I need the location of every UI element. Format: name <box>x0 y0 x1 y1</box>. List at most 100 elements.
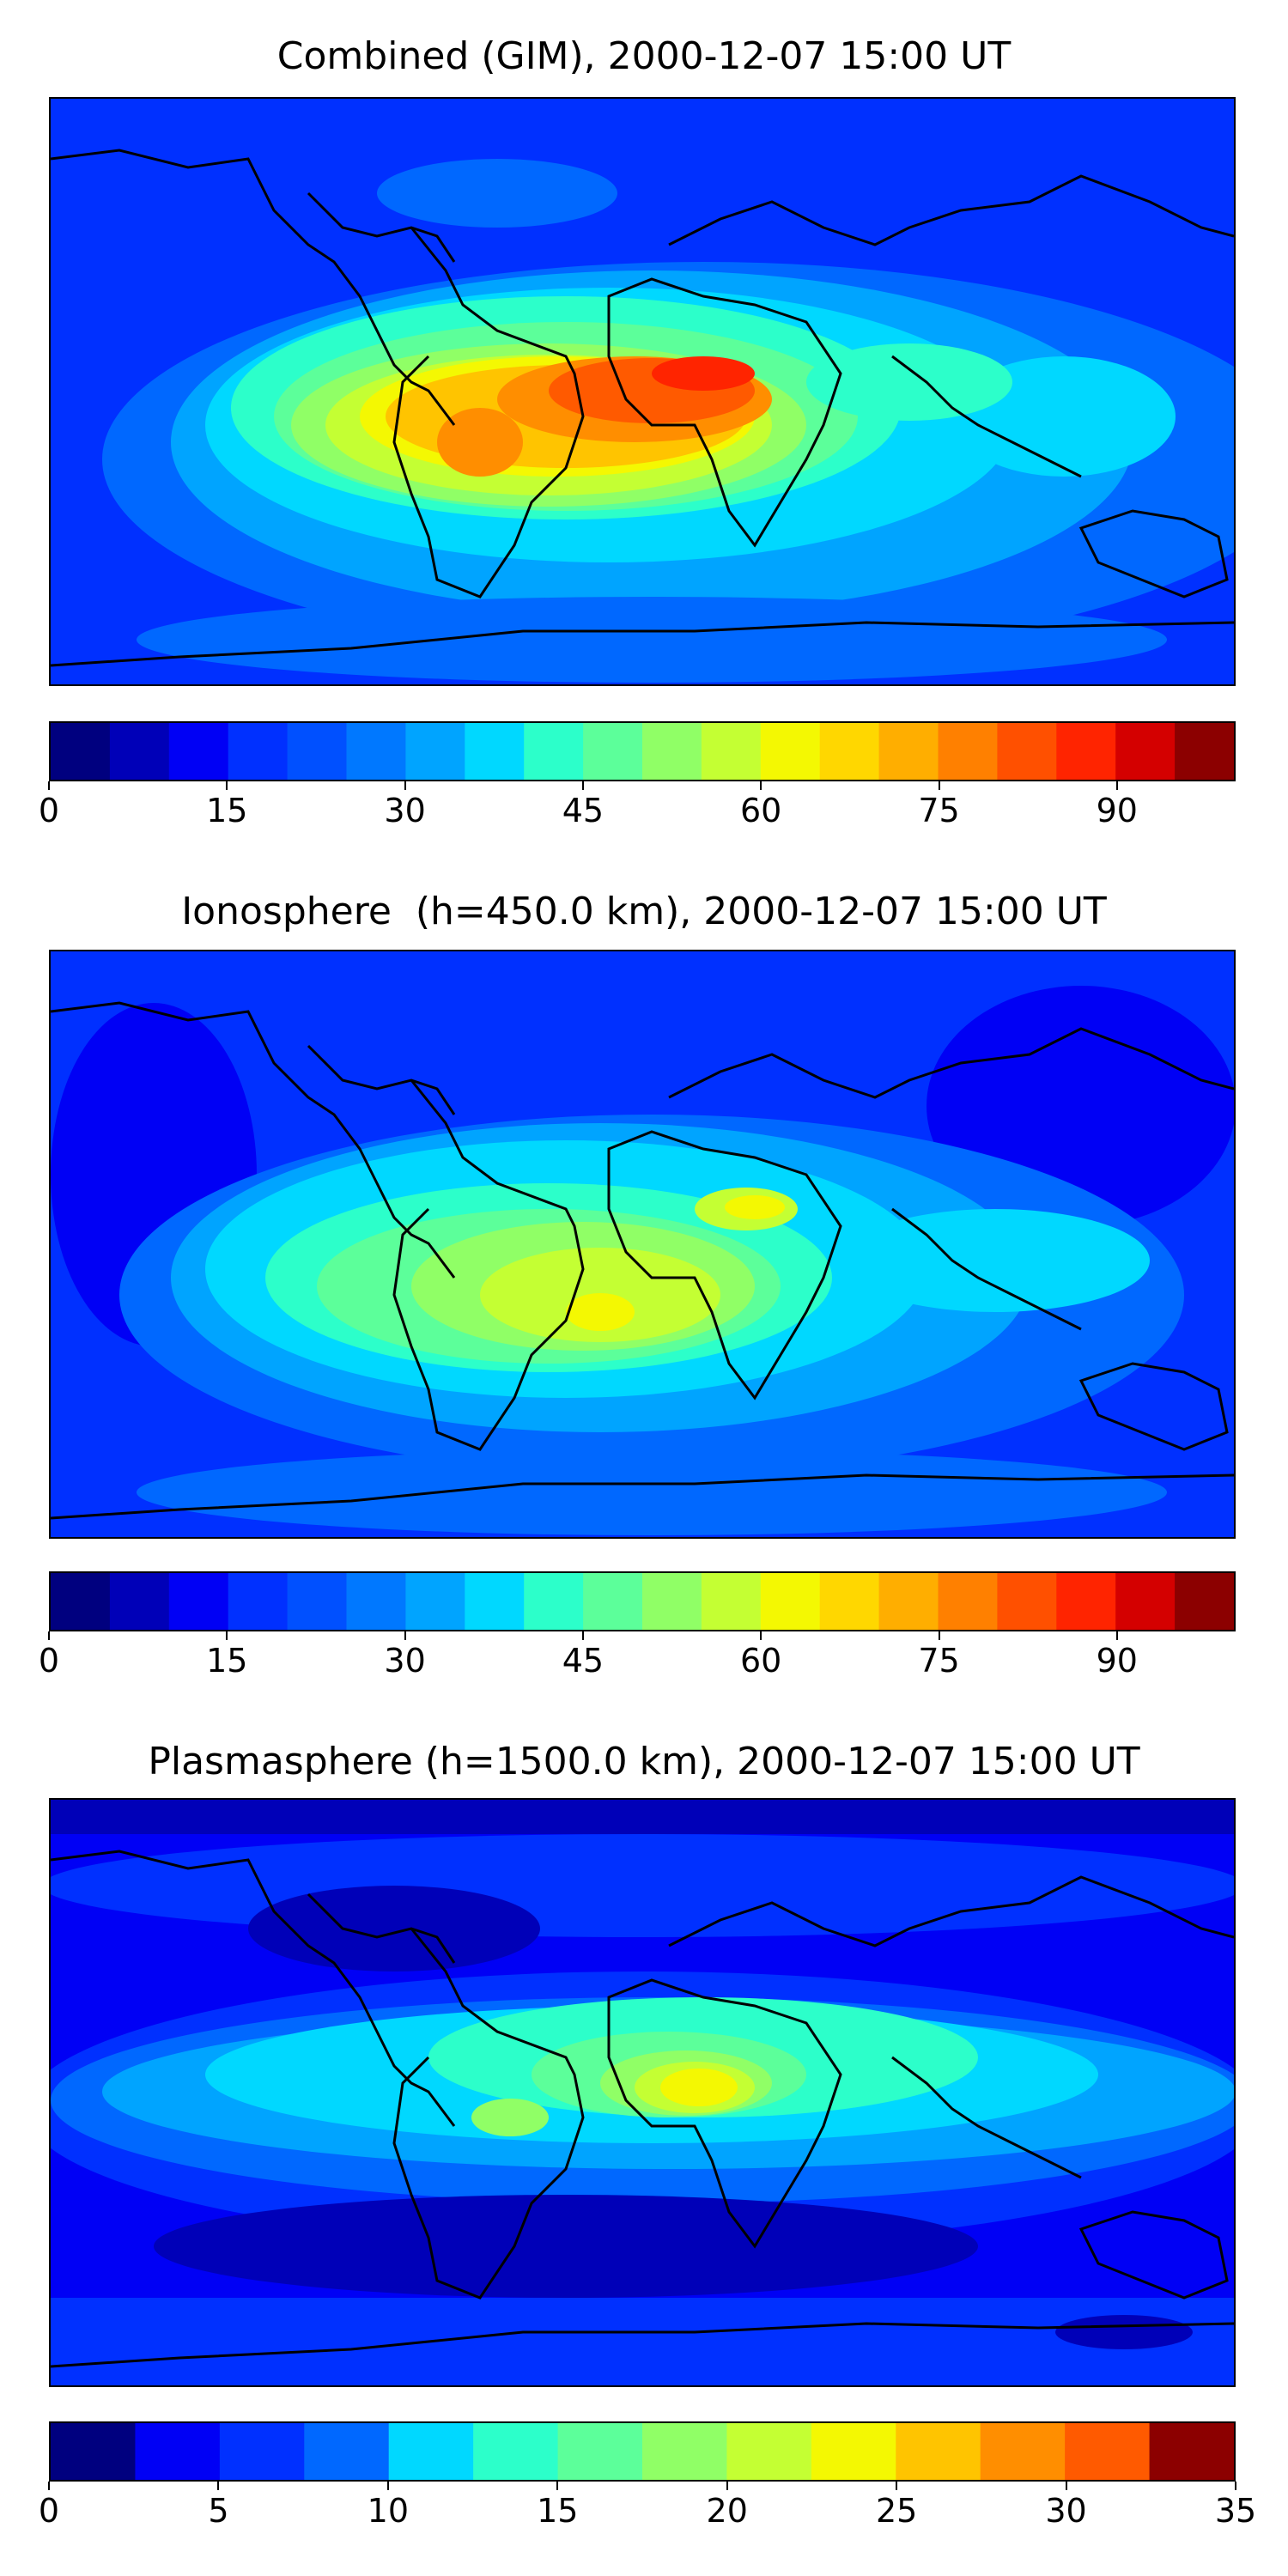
colorbar-level <box>109 723 170 780</box>
panel-2-colorbar-ticks: 0 15 30 45 60 75 90 <box>0 1631 1288 1683</box>
colorbar-level <box>168 1573 229 1630</box>
colorbar-level <box>1149 2423 1234 2480</box>
colorbar-level <box>997 723 1057 780</box>
panel-1-colorbar <box>49 721 1236 781</box>
colorbar-tick-label: 75 <box>918 1642 960 1680</box>
colorbar-level <box>287 1573 348 1630</box>
colorbar-tick-label: 45 <box>562 1642 605 1680</box>
colorbar-level <box>524 723 584 780</box>
colorbar-level <box>1056 1573 1116 1630</box>
colorbar-level <box>811 2423 896 2480</box>
colorbar-level <box>642 2423 728 2480</box>
colorbar-tick-label: 35 <box>1214 2492 1257 2530</box>
colorbar-level <box>405 723 465 780</box>
colorbar-level <box>726 2423 812 2480</box>
panel-2-heatmap <box>51 951 1234 1537</box>
colorbar-tick <box>226 781 228 790</box>
colorbar-level <box>980 2423 1066 2480</box>
colorbar-level <box>938 723 998 780</box>
panel-3-coastlines <box>51 1850 1234 2368</box>
colorbar-level <box>1175 723 1234 780</box>
colorbar-tick <box>404 781 406 790</box>
colorbar-level <box>304 2423 390 2480</box>
colorbar-level <box>135 2423 221 2480</box>
colorbar-level <box>228 1573 289 1630</box>
colorbar-tick <box>726 2482 728 2490</box>
panel-3-contours <box>51 1800 1234 2385</box>
colorbar-tick <box>404 1631 406 1640</box>
colorbar-level <box>642 1573 702 1630</box>
panel-3-colorbar-ticks: 0 5 10 15 20 25 30 35 <box>0 2482 1288 2533</box>
colorbar-tick <box>48 1631 50 1640</box>
colorbar-level <box>583 1573 643 1630</box>
colorbar-level <box>878 723 939 780</box>
colorbar-tick <box>48 2482 50 2490</box>
colorbar-tick-label: 25 <box>875 2492 918 2530</box>
colorbar-level <box>557 2423 643 2480</box>
colorbar-tick-label: 30 <box>1045 2492 1087 2530</box>
colorbar-level <box>219 2423 305 2480</box>
colorbar-tick-label: 0 <box>38 1642 60 1680</box>
panel-3-colorbar-gradient <box>51 2423 1234 2480</box>
colorbar-level <box>760 723 821 780</box>
colorbar-level <box>109 1573 170 1630</box>
colorbar-level <box>896 2423 981 2480</box>
colorbar-level <box>346 723 406 780</box>
colorbar-tick <box>226 1631 228 1640</box>
colorbar-tick-label: 15 <box>537 2492 579 2530</box>
panel-1-colorbar-gradient <box>51 723 1234 780</box>
colorbar-level <box>701 723 762 780</box>
colorbar-level <box>51 2423 137 2480</box>
colorbar-tick-label: 15 <box>206 792 248 829</box>
colorbar-level <box>388 2423 474 2480</box>
colorbar-level <box>1115 1573 1176 1630</box>
panel-2-coastlines <box>51 1001 1234 1520</box>
colorbar-tick-label: 60 <box>740 1642 782 1680</box>
colorbar-tick-label: 15 <box>206 1642 248 1680</box>
colorbar-tick-label: 30 <box>384 792 426 829</box>
colorbar-level <box>642 723 702 780</box>
colorbar-level <box>1115 723 1176 780</box>
colorbar-tick <box>556 2482 559 2490</box>
colorbar-level <box>1175 1573 1234 1630</box>
colorbar-tick-label: 0 <box>38 2492 60 2530</box>
panel-1-heatmap <box>51 99 1234 684</box>
colorbar-tick-label: 45 <box>562 792 605 829</box>
colorbar-tick <box>896 2482 898 2490</box>
colorbar-level <box>405 1573 465 1630</box>
colorbar-tick-label: 60 <box>740 792 782 829</box>
panel-1-title: Combined (GIM), 2000-12-07 15:00 UT <box>276 34 1012 78</box>
panel-2-map <box>49 950 1236 1539</box>
colorbar-tick <box>938 781 940 790</box>
colorbar-tick <box>48 781 50 790</box>
colorbar-tick <box>581 781 584 790</box>
colorbar-tick <box>760 781 762 790</box>
colorbar-level <box>465 723 525 780</box>
panel-1-map <box>49 97 1236 686</box>
colorbar-level <box>465 1573 525 1630</box>
colorbar-tick <box>581 1631 584 1640</box>
colorbar-level <box>997 1573 1057 1630</box>
colorbar-level <box>51 723 111 780</box>
panel-3-map <box>49 1798 1236 2387</box>
panel-3-title: Plasmasphere (h=1500.0 km), 2000-12-07 1… <box>148 1740 1140 1783</box>
colorbar-level <box>583 723 643 780</box>
colorbar-level <box>228 723 289 780</box>
colorbar-level <box>168 723 229 780</box>
colorbar-level <box>346 1573 406 1630</box>
colorbar-level <box>287 723 348 780</box>
panel-2-title: Ionosphere (h=450.0 km), 2000-12-07 15:0… <box>181 890 1107 933</box>
panel-2-colorbar-gradient <box>51 1573 1234 1630</box>
colorbar-level <box>51 1573 111 1630</box>
colorbar-tick-label: 5 <box>208 2492 229 2530</box>
colorbar-level <box>1065 2423 1151 2480</box>
colorbar-level <box>1056 723 1116 780</box>
colorbar-tick <box>1065 2482 1067 2490</box>
colorbar-tick <box>217 2482 220 2490</box>
colorbar-tick <box>938 1631 940 1640</box>
colorbar-tick <box>386 2482 389 2490</box>
colorbar-tick <box>1235 2482 1236 2490</box>
colorbar-tick <box>1115 1631 1118 1640</box>
colorbar-level <box>701 1573 762 1630</box>
colorbar-level <box>473 2423 559 2480</box>
